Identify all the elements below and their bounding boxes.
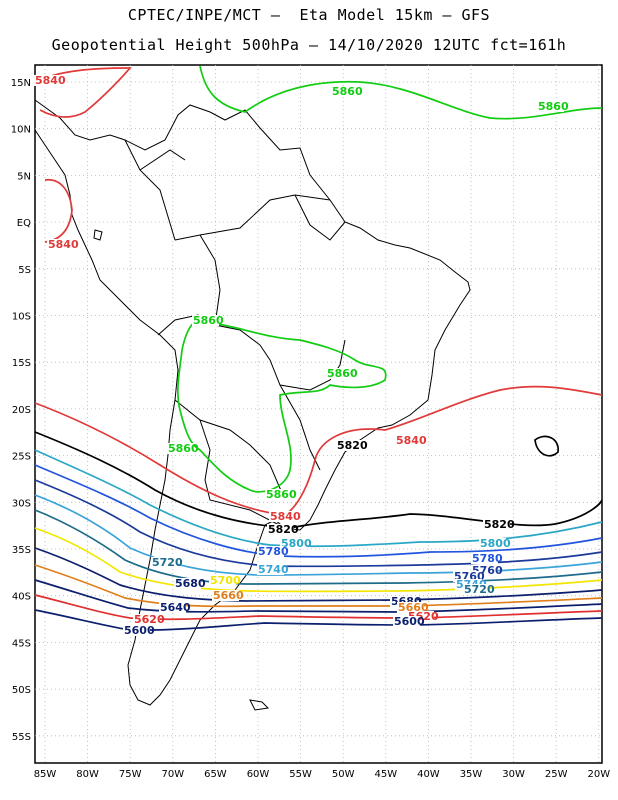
contour-label-bg	[471, 553, 498, 564]
longitude-label: 70W	[161, 769, 184, 780]
latitude-label: 55S	[12, 732, 31, 743]
map-title-line-1: CPTEC/INPE/MCT – Eta Model 15km – GFS	[127, 6, 491, 24]
contour-label: 5720	[152, 556, 183, 569]
contour-label-bg	[174, 578, 201, 589]
contour-label-bg	[192, 315, 219, 326]
contour-label-bg	[209, 575, 236, 586]
longitude-label: 20W	[587, 769, 610, 780]
contour-label: 5700	[210, 574, 241, 587]
contour-label-bg	[471, 565, 498, 576]
latitude-label: 10N	[11, 125, 31, 136]
contour-label-bg	[483, 519, 510, 530]
latitude-label: EQ	[17, 218, 31, 229]
longitude-label: 25W	[545, 769, 568, 780]
contour-label: 5860	[266, 488, 297, 501]
latitude-labels: 15N 10N 5N EQ 5S 10S 15S 20S 25S 30S 35S 40S 45S 50S 5…	[11, 78, 31, 743]
contour-label: 5800	[281, 537, 312, 550]
contour-label: 5860	[538, 100, 569, 113]
contour-label: 5860	[327, 367, 358, 380]
contour-label-bg	[453, 571, 480, 582]
contour-label: 5820	[337, 439, 368, 452]
contour-label-bg	[280, 538, 307, 549]
longitude-labels: 85W 80W 75W 70W 65W 60W 55W 50W 45W 40W 35W 30W 25W 2…	[34, 769, 611, 780]
contour-label-bg	[34, 75, 61, 86]
latitude-label: 15N	[11, 78, 31, 89]
contour-label: 5740	[258, 563, 289, 576]
longitude-label: 80W	[76, 769, 99, 780]
contour-label: 5640	[160, 601, 191, 614]
latitude-label: 45S	[12, 638, 31, 649]
contour-label-bg	[123, 625, 150, 636]
contour-label: 5820	[484, 518, 515, 531]
contour-label-bg	[47, 239, 74, 250]
latitude-label: 35S	[12, 545, 31, 556]
latitude-label: 40S	[12, 592, 31, 603]
contour-label: 5600	[124, 624, 155, 637]
map-frame	[34, 64, 603, 764]
contour-label-bg	[267, 524, 294, 535]
contour-label-bg	[257, 564, 284, 575]
longitude-label: 30W	[502, 769, 525, 780]
contour-label: 5600	[394, 615, 425, 628]
continent-outline	[34, 99, 471, 711]
contour-label-bg	[326, 368, 353, 379]
contour-label: 5860	[168, 442, 199, 455]
latitude-label: 20S	[12, 405, 31, 416]
longitude-label: 40W	[417, 769, 440, 780]
contour-label: 5780	[472, 552, 503, 565]
contour-label: 5820	[268, 523, 299, 536]
longitude-label: 45W	[374, 769, 397, 780]
longitude-label: 55W	[289, 769, 312, 780]
contour-label-bg	[336, 440, 363, 451]
longitude-label: 65W	[204, 769, 227, 780]
map-title-line-2: Geopotential Height 500hPa – 14/10/2020 …	[51, 36, 567, 54]
contour-label: 5860	[332, 85, 363, 98]
contour-label: 5620	[134, 613, 165, 626]
latitude-label: 30S	[12, 498, 31, 509]
contour-label: 5680	[175, 577, 206, 590]
contour-label-bg	[159, 602, 186, 613]
contour-label-bg	[212, 590, 239, 601]
contour-label-bg	[331, 86, 358, 97]
contour-label-bg	[479, 538, 506, 549]
contour-label-bg	[269, 511, 296, 522]
contour-label-bg	[397, 602, 424, 613]
latitude-label: 25S	[12, 452, 31, 463]
contour-label: 5660	[398, 601, 429, 614]
contour-label-bg	[390, 596, 417, 607]
contour-label: 5840	[35, 74, 66, 87]
longitude-label: 35W	[460, 769, 483, 780]
contour-label-bg	[407, 611, 434, 622]
longitude-label: 60W	[247, 769, 270, 780]
latitude-label: 5N	[17, 171, 31, 182]
latitude-label: 50S	[12, 685, 31, 696]
latitude-label: 15S	[12, 358, 31, 369]
contour-label-bg	[133, 614, 160, 625]
latitude-label: 5S	[18, 265, 31, 276]
contour-label-bg	[537, 101, 564, 112]
longitude-label: 75W	[119, 769, 142, 780]
contour-label-bg	[395, 435, 422, 446]
contour-label-bg	[463, 584, 490, 595]
contour-label-bg	[257, 546, 284, 557]
contour-label-bg	[393, 616, 420, 627]
contour-label: 5840	[396, 434, 427, 447]
contour-label: 5860	[193, 314, 224, 327]
longitude-label: 85W	[34, 769, 57, 780]
contour-label: 5720	[464, 583, 495, 596]
latitude-label: 10S	[12, 312, 31, 323]
contour-label-bg	[167, 443, 194, 454]
longitude-label: 50W	[332, 769, 355, 780]
contour-label: 5840	[48, 238, 79, 251]
contour-label: 5800	[480, 537, 511, 550]
contour-label-bg	[265, 489, 292, 500]
contour-label: 5660	[213, 589, 244, 602]
contour-label-bg	[151, 557, 178, 568]
contour-label: 5840	[270, 510, 301, 523]
contour-label: 5780	[258, 545, 289, 558]
